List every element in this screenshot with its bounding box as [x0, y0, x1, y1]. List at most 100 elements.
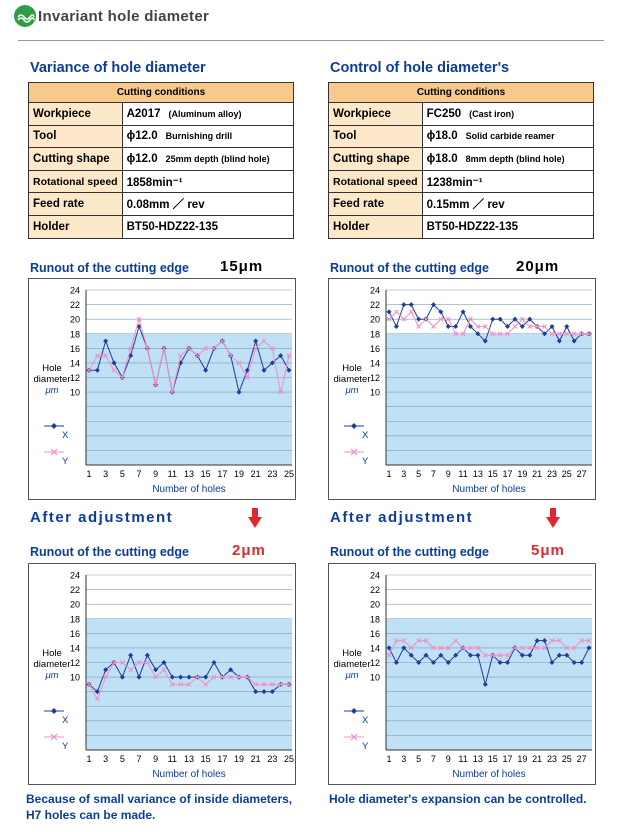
legend-label: Y: [62, 741, 69, 752]
runout-value: 15μm: [220, 258, 264, 275]
x-tick-label: 23: [547, 469, 557, 479]
cond-value: FC250 (Cast iron): [421, 102, 595, 126]
data-point-x: [286, 367, 292, 373]
x-tick-label: 1: [86, 754, 91, 764]
legend-label: Y: [362, 456, 369, 467]
data-point-x: [153, 667, 159, 673]
data-point-x: [542, 331, 548, 337]
data-point-y: [178, 681, 184, 687]
y-tick-label: 14: [70, 643, 80, 653]
data-point-x: [475, 652, 481, 658]
x-tick-label: 15: [201, 469, 211, 479]
y-tick-label: 22: [70, 300, 80, 310]
data-point-x: [438, 309, 444, 315]
cond-key: Tool: [328, 124, 423, 149]
data-point-y: [236, 674, 242, 680]
x-tick-label: 11: [458, 469, 467, 479]
data-point-y: [416, 324, 422, 329]
data-point-x: [178, 360, 184, 366]
y-tick-label: 14: [370, 358, 380, 368]
data-point-y: [564, 645, 570, 651]
conditions-header: Cutting conditions: [28, 82, 294, 103]
data-point-x: [482, 681, 488, 687]
data-point-y: [571, 645, 577, 651]
data-point-y: [512, 645, 518, 651]
data-point-y: [136, 316, 142, 322]
data-point-y: [103, 353, 109, 359]
cond-value: A2017 (Aluminum alloy): [121, 102, 295, 126]
data-point-y: [111, 367, 117, 373]
data-point-x: [211, 660, 217, 665]
cond-value: 0.15mm ／ rev: [421, 192, 595, 216]
data-point-x: [505, 660, 511, 665]
cond-key: Tool: [28, 124, 123, 149]
x-tick-label: 23: [267, 754, 277, 764]
y-tick-label: 12: [70, 658, 80, 668]
data-point-y: [505, 331, 510, 337]
data-point-x: [103, 667, 109, 673]
data-point-x: [386, 309, 392, 315]
x-tick-label: 5: [120, 754, 125, 764]
data-point-x: [445, 660, 451, 665]
data-point-y: [211, 345, 217, 351]
down-arrow-icon: [546, 508, 560, 528]
legend-label: Y: [362, 741, 369, 752]
data-point-y: [236, 360, 242, 366]
data-point-y: [571, 331, 577, 337]
data-point-y: [244, 375, 250, 380]
cond-key: Cutting shape: [328, 147, 423, 171]
series-line-x: [388, 640, 590, 685]
runout-label: Runout of the cutting edge: [330, 261, 490, 275]
x-tick-label: 25: [284, 469, 294, 479]
data-point-x: [278, 353, 284, 359]
data-point-y: [460, 331, 466, 337]
data-point-y: [253, 345, 259, 351]
data-point-y: [579, 331, 584, 337]
data-point-y: [211, 674, 217, 680]
data-point-x: [408, 652, 414, 658]
x-axis-label: Number of holes: [452, 769, 525, 780]
data-point-x: [527, 316, 533, 322]
data-point-x: [416, 316, 422, 322]
cond-value: BT50-HDZ22-135: [421, 214, 595, 239]
legend-marker: [51, 708, 57, 714]
data-point-x: [401, 645, 407, 651]
data-point-y: [586, 638, 592, 644]
x-tick-label: 21: [251, 469, 261, 479]
data-point-x: [423, 652, 429, 658]
runout-label: Runout of the cutting edge: [30, 261, 190, 275]
y-tick-label: 20: [70, 600, 80, 610]
data-point-y: [86, 681, 92, 687]
data-point-x: [203, 367, 209, 373]
cond-value: 1858min⁻¹: [121, 169, 295, 194]
x-tick-label: 11: [458, 754, 467, 764]
right-conditions-table: Cutting conditions Workpiece FC250 (Cast i…: [328, 82, 595, 239]
x-axis-label: Number of holes: [152, 769, 225, 780]
data-point-x: [161, 660, 167, 665]
data-point-y: [534, 324, 540, 329]
data-point-x: [203, 674, 209, 680]
y-axis-label: Hole diameter μm: [334, 648, 371, 681]
data-point-x: [261, 367, 267, 373]
legend-marker: [50, 448, 58, 456]
data-point-y: [186, 345, 192, 351]
data-point-x: [178, 674, 184, 680]
data-point-y: [468, 645, 473, 651]
y-tick-label: 16: [370, 629, 380, 639]
cond-value: ϕ12.0 25mm depth (blind hole): [121, 147, 295, 171]
data-point-y: [549, 331, 555, 337]
data-point-y: [178, 353, 184, 359]
x-tick-label: 21: [251, 754, 261, 764]
x-tick-label: 19: [517, 754, 527, 764]
x-tick-label: 21: [532, 469, 542, 479]
runout-value: 2μm: [232, 542, 266, 559]
data-point-y: [445, 316, 451, 322]
data-point-y: [286, 353, 292, 359]
tolerance-band: [386, 333, 592, 465]
data-point-y: [144, 660, 150, 665]
data-point-x: [94, 367, 100, 373]
data-point-y: [278, 389, 284, 395]
data-point-x: [497, 660, 503, 665]
data-point-y: [153, 674, 159, 680]
x-tick-label: 25: [284, 754, 294, 764]
